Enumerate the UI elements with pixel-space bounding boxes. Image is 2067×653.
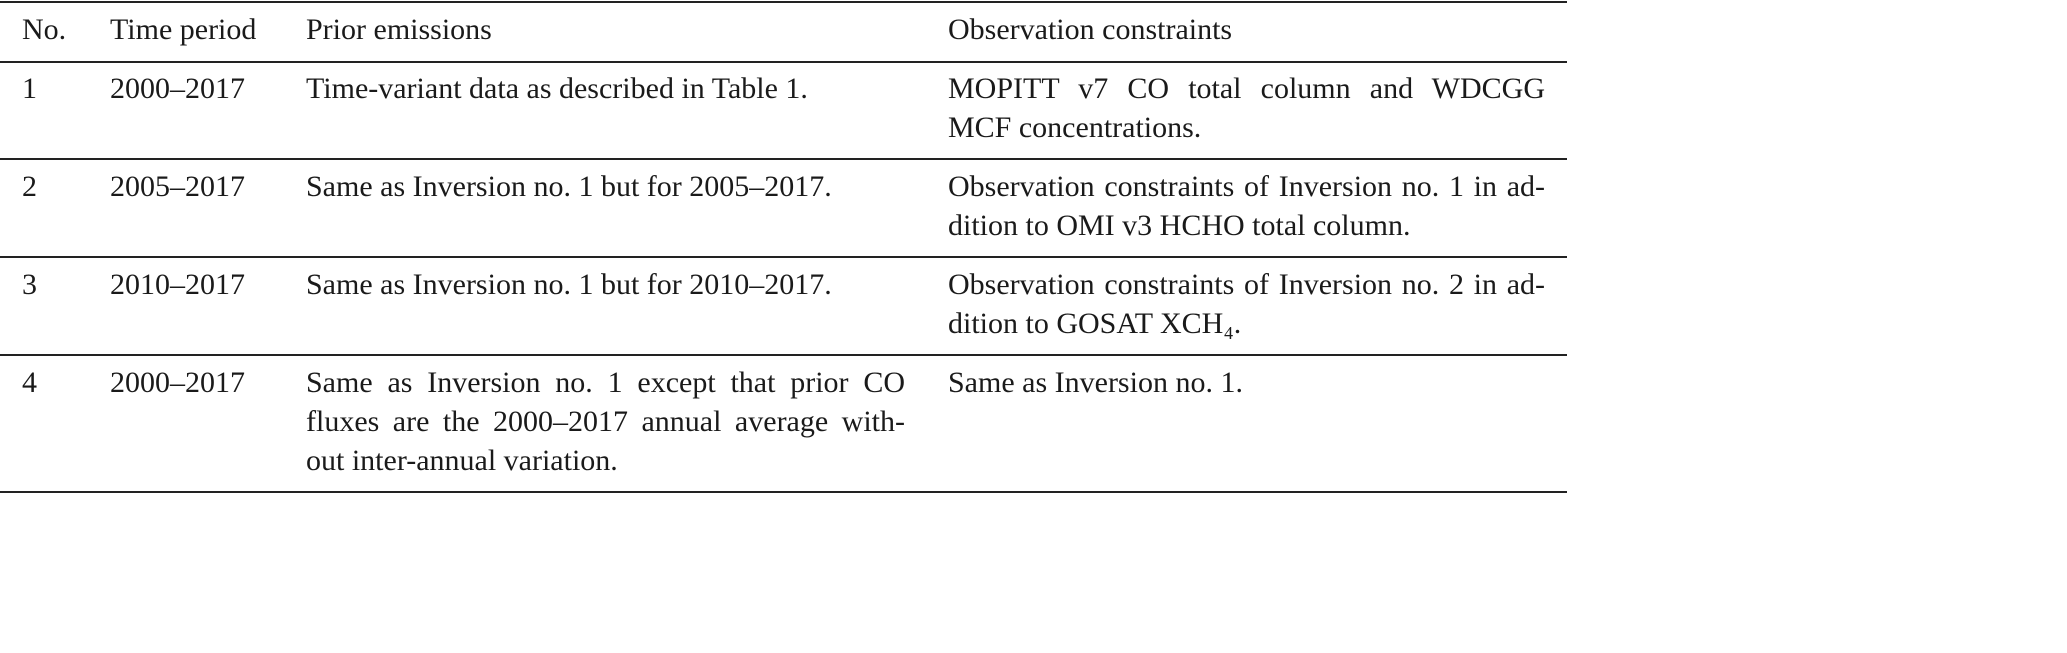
cell-line: MCF concentrations. xyxy=(948,111,1202,144)
cell-line: 2 xyxy=(22,170,37,203)
cell-line: 2010–2017 xyxy=(110,268,245,301)
cell-line: Observation constraints of Inversion no.… xyxy=(948,170,1545,203)
cell-line: Observation constraints of Inversion no.… xyxy=(948,268,1545,301)
cell-line: Same as Inversion no. 1 but for 2005–201… xyxy=(306,170,832,203)
cell-line: MOPITT v7 CO total column and WDCGG xyxy=(948,72,1545,105)
header-cell: No. xyxy=(22,13,67,46)
cell-line: 2000–2017 xyxy=(110,72,245,105)
rule xyxy=(0,61,1567,63)
header-cell: Time period xyxy=(110,13,257,46)
cell-line: 4 xyxy=(22,366,37,399)
cell-line: Same as Inversion no. 1 except that prio… xyxy=(306,366,905,399)
cell-line: 3 xyxy=(22,268,37,301)
rule xyxy=(0,1,1567,3)
header-cell: Observation constraints xyxy=(948,13,1233,46)
cell-line: Same as Inversion no. 1. xyxy=(948,366,1243,399)
rule xyxy=(0,158,1567,160)
cell-line: 1 xyxy=(22,72,37,105)
cell-line: fluxes are the 2000–2017 annual average … xyxy=(306,405,905,438)
cell-line: out inter-annual variation. xyxy=(306,444,618,477)
rule xyxy=(0,491,1567,493)
cell-line: dition to OMI v3 HCHO total column. xyxy=(948,209,1411,242)
rule xyxy=(0,256,1567,258)
cell-line: 2005–2017 xyxy=(110,170,245,203)
cell-line: Same as Inversion no. 1 but for 2010–201… xyxy=(306,268,832,301)
cell-line: 2000–2017 xyxy=(110,366,245,399)
header-cell: Prior emissions xyxy=(306,13,492,46)
rule xyxy=(0,354,1567,356)
cell-line: Time-variant data as described in Table … xyxy=(306,72,808,105)
cell-line: dition to GOSAT XCH₄. xyxy=(948,307,1242,340)
